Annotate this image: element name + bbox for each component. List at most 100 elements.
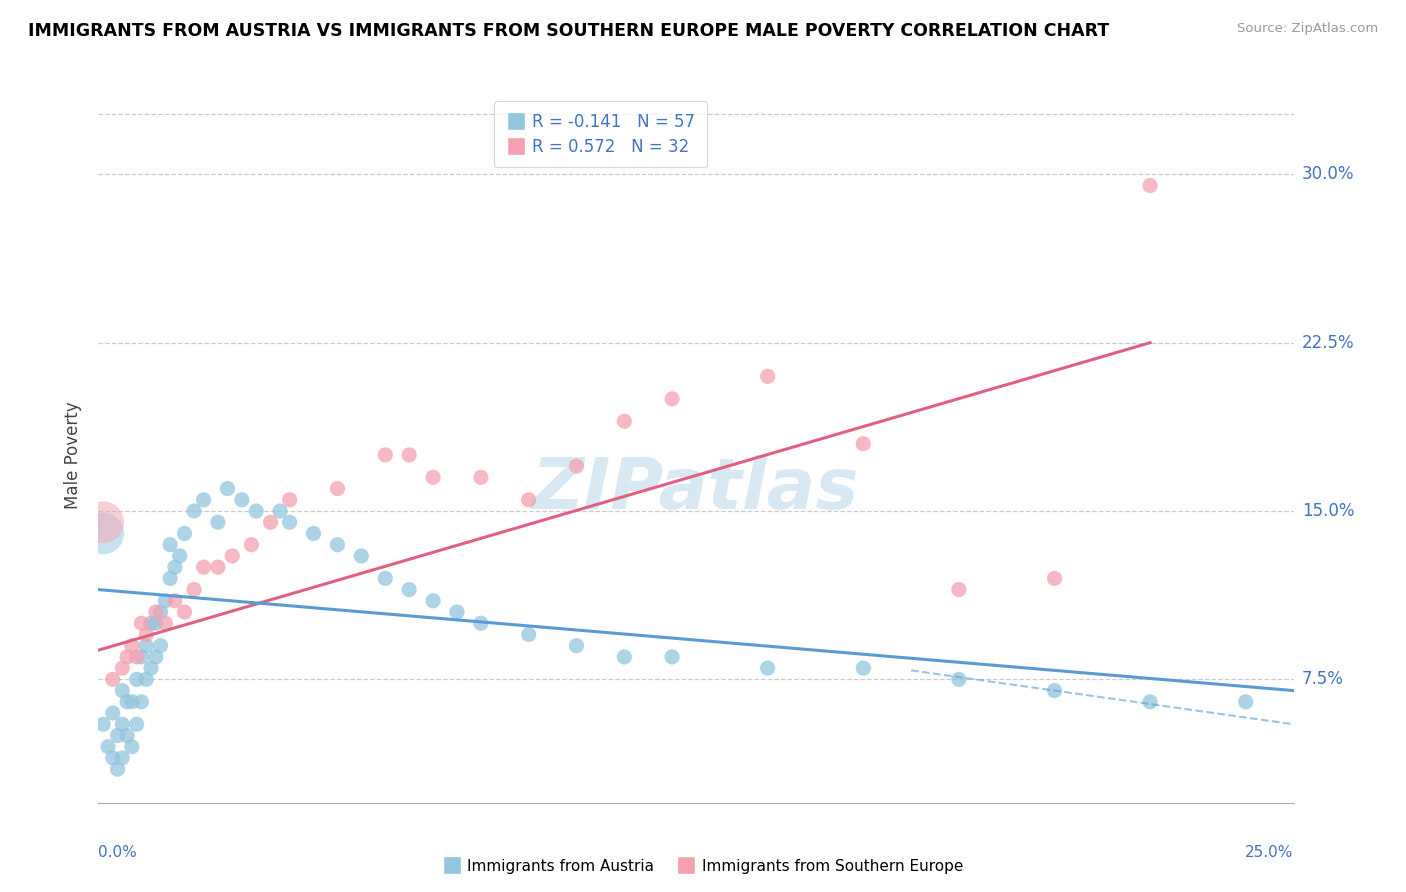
- Point: [139, 616, 162, 631]
- Point: [91, 717, 114, 731]
- Point: [111, 661, 134, 675]
- Point: [1043, 571, 1066, 585]
- Point: [101, 751, 124, 765]
- Point: [97, 739, 120, 754]
- Point: [852, 436, 875, 450]
- Point: [207, 560, 229, 574]
- Point: [217, 482, 239, 496]
- Point: [193, 492, 215, 507]
- Point: [91, 526, 114, 541]
- Text: ZIPatlas: ZIPatlas: [533, 455, 859, 524]
- Point: [155, 594, 177, 608]
- Point: [131, 695, 153, 709]
- Point: [207, 515, 229, 529]
- Point: [756, 369, 779, 384]
- Point: [135, 627, 157, 641]
- Point: [470, 470, 492, 484]
- Point: [121, 639, 143, 653]
- Point: [326, 482, 349, 496]
- Point: [221, 549, 243, 563]
- Point: [374, 448, 396, 462]
- Point: [565, 459, 588, 474]
- Point: [131, 649, 153, 664]
- Text: 7.5%: 7.5%: [1302, 671, 1344, 689]
- Text: 30.0%: 30.0%: [1302, 165, 1354, 184]
- Point: [131, 616, 153, 631]
- Point: [135, 639, 157, 653]
- Point: [756, 661, 779, 675]
- Point: [155, 616, 177, 631]
- Point: [121, 695, 143, 709]
- Point: [446, 605, 468, 619]
- Y-axis label: Male Poverty: Male Poverty: [65, 401, 83, 508]
- Point: [159, 538, 181, 552]
- Point: [163, 560, 186, 574]
- Point: [159, 571, 181, 585]
- Point: [135, 673, 157, 687]
- Point: [1043, 683, 1066, 698]
- Text: 15.0%: 15.0%: [1302, 502, 1354, 520]
- Point: [398, 448, 420, 462]
- Point: [111, 683, 134, 698]
- Point: [115, 729, 138, 743]
- Point: [183, 582, 205, 597]
- Point: [1234, 695, 1257, 709]
- Point: [245, 504, 267, 518]
- Point: [101, 706, 124, 720]
- Point: [1139, 178, 1161, 193]
- Point: [145, 649, 167, 664]
- Point: [193, 560, 215, 574]
- Point: [948, 582, 970, 597]
- Point: [107, 729, 129, 743]
- Point: [173, 605, 195, 619]
- Point: [278, 492, 301, 507]
- Point: [91, 515, 114, 529]
- Point: [173, 526, 195, 541]
- Point: [111, 717, 134, 731]
- Point: [278, 515, 301, 529]
- Point: [125, 649, 148, 664]
- Point: [326, 538, 349, 552]
- Point: [852, 661, 875, 675]
- Point: [163, 594, 186, 608]
- Point: [948, 673, 970, 687]
- Point: [149, 605, 172, 619]
- Text: 0.0%: 0.0%: [98, 845, 138, 860]
- Point: [302, 526, 325, 541]
- Point: [240, 538, 263, 552]
- Point: [125, 673, 148, 687]
- Point: [169, 549, 191, 563]
- Point: [115, 695, 138, 709]
- Point: [422, 470, 444, 484]
- Point: [422, 594, 444, 608]
- Point: [121, 739, 143, 754]
- Point: [613, 649, 636, 664]
- Point: [111, 751, 134, 765]
- Point: [350, 549, 373, 563]
- Point: [470, 616, 492, 631]
- Point: [259, 515, 281, 529]
- Legend: R = -0.141   N = 57, R = 0.572   N = 32: R = -0.141 N = 57, R = 0.572 N = 32: [494, 102, 707, 168]
- Point: [661, 649, 683, 664]
- Point: [107, 762, 129, 776]
- Text: Source: ZipAtlas.com: Source: ZipAtlas.com: [1237, 22, 1378, 36]
- Point: [517, 627, 540, 641]
- Point: [115, 649, 138, 664]
- Point: [613, 414, 636, 428]
- Point: [145, 605, 167, 619]
- Point: [517, 492, 540, 507]
- Point: [1139, 695, 1161, 709]
- Point: [374, 571, 396, 585]
- Point: [661, 392, 683, 406]
- Text: 25.0%: 25.0%: [1246, 845, 1294, 860]
- Point: [565, 639, 588, 653]
- Point: [149, 639, 172, 653]
- Legend: Immigrants from Austria, Immigrants from Southern Europe: Immigrants from Austria, Immigrants from…: [437, 853, 969, 880]
- Point: [269, 504, 291, 518]
- Point: [145, 616, 167, 631]
- Point: [101, 673, 124, 687]
- Text: 22.5%: 22.5%: [1302, 334, 1354, 351]
- Point: [139, 661, 162, 675]
- Text: IMMIGRANTS FROM AUSTRIA VS IMMIGRANTS FROM SOUTHERN EUROPE MALE POVERTY CORRELAT: IMMIGRANTS FROM AUSTRIA VS IMMIGRANTS FR…: [28, 22, 1109, 40]
- Point: [398, 582, 420, 597]
